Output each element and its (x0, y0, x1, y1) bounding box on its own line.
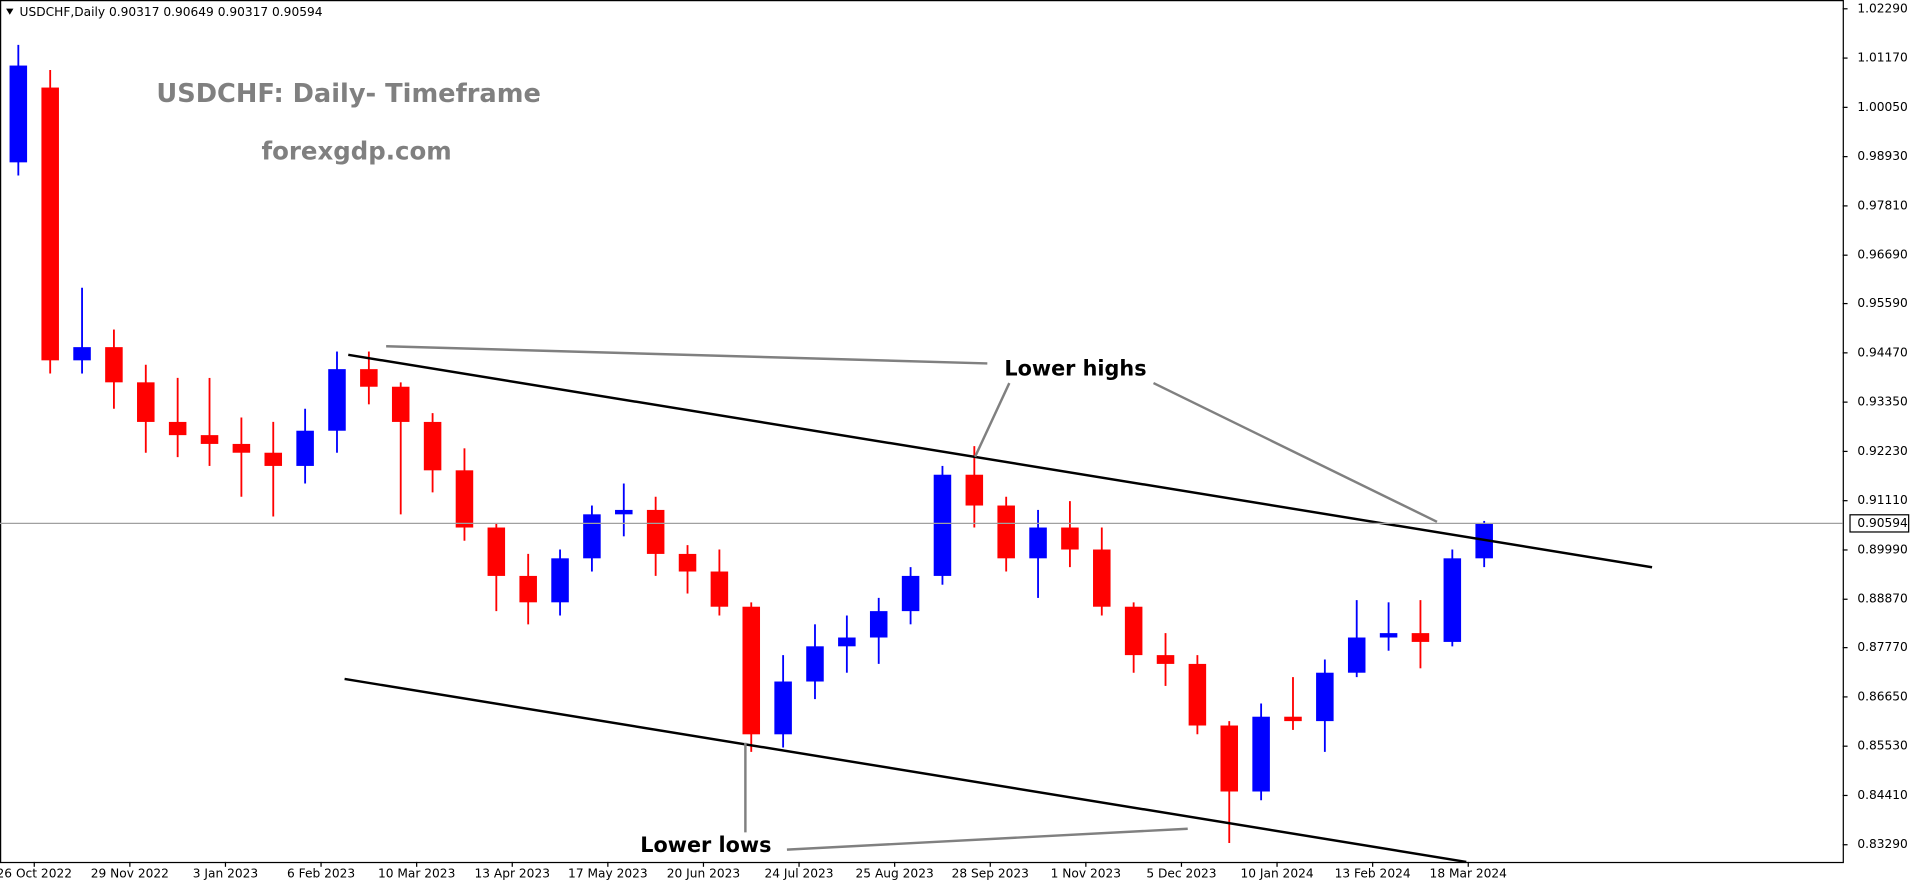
y-tick-label: 0.85530 (1857, 739, 1907, 753)
pointer (786, 827, 1188, 851)
candle-body (9, 65, 28, 163)
y-tick-label: 1.01170 (1857, 51, 1907, 65)
candle-body (519, 575, 537, 603)
candle-body (105, 347, 123, 383)
candle-body (1124, 606, 1143, 656)
y-tick-label: 1.02290 (1857, 1, 1907, 15)
candle-body (1316, 672, 1334, 722)
x-tick-label: 29 Nov 2022 (91, 867, 169, 881)
y-tick-label: 0.84410 (1857, 788, 1907, 802)
candle-body (901, 575, 920, 612)
x-tick-label: 18 Mar 2024 (1430, 867, 1508, 881)
x-tick-label: 26 Oct 2022 (0, 867, 72, 881)
y-tick-label: 0.96690 (1857, 248, 1907, 262)
candle-body (933, 474, 952, 576)
candle-body (360, 369, 378, 387)
current-price-tag (1849, 514, 1910, 533)
x-tick-label: 17 May 2023 (568, 867, 648, 881)
candle-body (838, 637, 856, 647)
x-tick-label: 3 Jan 2023 (193, 867, 258, 881)
candle-body (264, 452, 283, 466)
x-tick-label: 1 Nov 2023 (1051, 867, 1121, 881)
candle-body (806, 646, 824, 682)
menu-icon (6, 8, 14, 15)
y-tick-label: 0.92230 (1857, 444, 1907, 458)
candle-body (1029, 527, 1047, 559)
candle-body (615, 509, 633, 515)
annotation: Lower highs (1004, 357, 1146, 381)
candle-body (1284, 716, 1302, 722)
candle-body (551, 558, 569, 603)
y-tick-label: 0.87770 (1857, 640, 1907, 654)
candle-body (869, 611, 888, 638)
upper-trendline (348, 353, 1653, 569)
candle-body (678, 553, 697, 572)
candle-body (1188, 663, 1207, 726)
candle-body (1220, 725, 1239, 792)
plot-frame (0, 0, 1844, 864)
candle-body (328, 369, 346, 431)
x-tick-label: 10 Jan 2024 (1240, 867, 1313, 881)
candle-body (455, 470, 474, 528)
candle-body (137, 382, 155, 422)
pointer (973, 382, 1011, 458)
candle-body (1252, 716, 1270, 792)
candle-body (391, 386, 410, 422)
y-tick-label: 0.97810 (1857, 198, 1907, 212)
candle-body (997, 505, 1015, 559)
y-tick-label: 1.00050 (1857, 100, 1907, 114)
candle-body (296, 430, 314, 466)
candles (9, 44, 1493, 843)
current-price-label: 0.90594 (1857, 516, 1908, 530)
candle-body (965, 474, 984, 506)
candle-body (774, 681, 792, 735)
x-tick-label: 6 Feb 2023 (287, 867, 355, 881)
y-tick-label: 0.93350 (1857, 395, 1907, 409)
pointer (1152, 381, 1438, 523)
chart-title: USDCHF: Daily- Timeframe (156, 79, 540, 109)
candle-body (1093, 549, 1111, 607)
candle-body (742, 606, 761, 735)
y-tick-label: 0.86650 (1857, 689, 1907, 703)
y-tick-label: 0.83290 (1857, 837, 1907, 851)
y-tick-label: 0.88870 (1857, 592, 1907, 606)
candle-body (710, 571, 729, 607)
candle-body (423, 421, 442, 471)
candle-body (1156, 655, 1175, 664)
candle-body (200, 435, 219, 444)
candle-body (1347, 637, 1366, 673)
candle-body (168, 421, 187, 436)
y-tick-label: 0.98930 (1857, 149, 1907, 163)
candle-body (41, 87, 59, 361)
header: USDCHF,Daily 0.90317 0.90649 0.90317 0.9… (20, 5, 323, 19)
y-tick-label: 0.91110 (1857, 493, 1907, 507)
candle-body (1061, 527, 1079, 550)
candle-body (232, 443, 251, 453)
y-tick-label: 0.89990 (1857, 542, 1907, 556)
y-tick-label: 0.95590 (1857, 296, 1907, 310)
x-tick-label: 28 Sep 2023 (952, 867, 1029, 881)
chart-subtitle: forexgdp.com (261, 136, 451, 165)
annotation: Lower lows (640, 833, 771, 857)
lower-trendline (344, 677, 1467, 864)
x-tick-label: 5 Dec 2023 (1146, 867, 1216, 881)
pointer (386, 345, 988, 365)
candle-body (1411, 633, 1430, 642)
x-tick-label: 13 Feb 2024 (1335, 867, 1411, 881)
candle-body (646, 509, 665, 554)
x-tick-label: 20 Jun 2023 (667, 867, 740, 881)
x-tick-label: 24 Jul 2023 (765, 867, 834, 881)
x-tick-label: 13 Apr 2023 (475, 867, 550, 881)
candle-body (1379, 633, 1398, 638)
candle-body (73, 347, 91, 361)
x-tick-label: 25 Aug 2023 (856, 867, 934, 881)
candle-body (583, 514, 601, 559)
x-tick-label: 10 Mar 2023 (378, 867, 455, 881)
y-tick-label: 0.94470 (1857, 345, 1907, 359)
candle-body (1443, 558, 1462, 642)
candle-body (487, 527, 506, 576)
